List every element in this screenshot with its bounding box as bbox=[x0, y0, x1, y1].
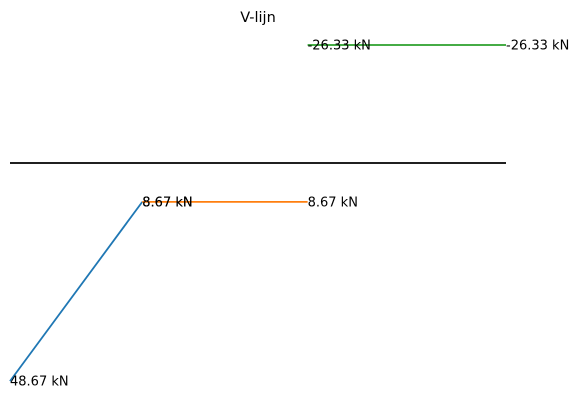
data-label: -26.33 kN bbox=[308, 39, 371, 54]
data-label: 48.67 kN bbox=[10, 375, 69, 390]
series-line-1 bbox=[9, 201, 143, 382]
data-label: 8.67 kN bbox=[142, 195, 192, 210]
data-label: 8.67 kN bbox=[308, 195, 358, 210]
data-label: -26.33 kN bbox=[506, 39, 569, 54]
data-label: 8.67 kN bbox=[142, 195, 192, 210]
chart-title: V-lijn bbox=[240, 10, 276, 26]
